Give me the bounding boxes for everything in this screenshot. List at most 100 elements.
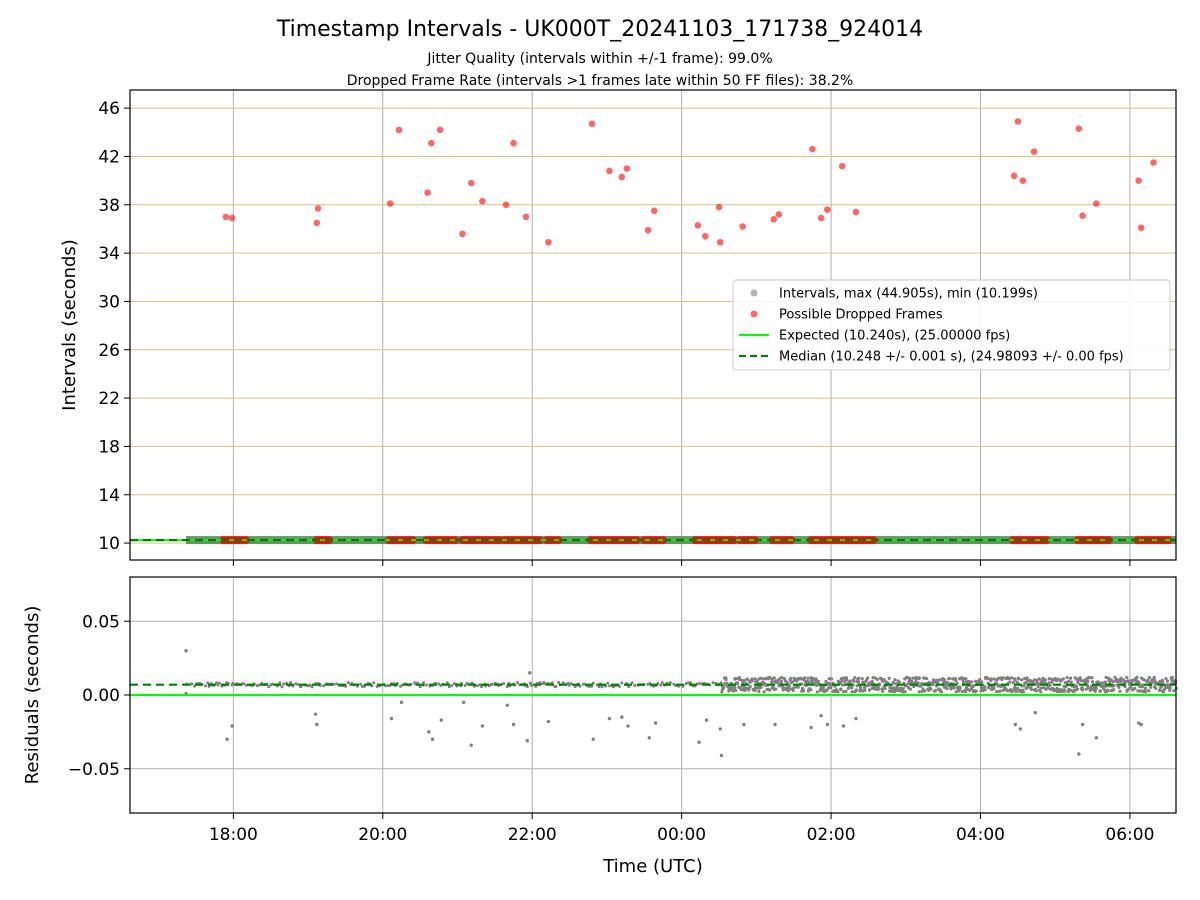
residual-point bbox=[1147, 675, 1151, 680]
residual-point bbox=[801, 687, 805, 692]
residual-point bbox=[525, 685, 529, 689]
residual-outlier-point bbox=[854, 716, 858, 721]
residual-point bbox=[217, 681, 221, 685]
residual-point bbox=[573, 685, 577, 689]
residual-point bbox=[895, 685, 899, 690]
residual-point bbox=[1042, 686, 1046, 690]
residual-point bbox=[795, 679, 799, 683]
dropped-frame-point bbox=[467, 179, 475, 187]
residual-point bbox=[721, 686, 726, 690]
residual-outlier-point bbox=[841, 724, 846, 728]
intervals-y-axis-label: Intervals (seconds) bbox=[59, 239, 80, 411]
residual-point bbox=[844, 689, 848, 693]
residual-point bbox=[876, 686, 880, 690]
residual-point bbox=[480, 685, 484, 689]
residual-point bbox=[974, 689, 978, 693]
residual-point bbox=[1111, 688, 1116, 692]
residual-point bbox=[516, 681, 520, 685]
residual-point bbox=[868, 681, 872, 685]
residual-point bbox=[753, 688, 757, 692]
residual-point bbox=[1118, 689, 1122, 693]
residual-point bbox=[863, 688, 867, 692]
residual-point bbox=[914, 676, 918, 680]
residual-point bbox=[733, 677, 737, 681]
residual-point bbox=[360, 684, 364, 688]
dropped-frame-point bbox=[824, 206, 831, 213]
residual-point bbox=[1141, 683, 1145, 687]
residual-point bbox=[1061, 688, 1065, 692]
residual-point bbox=[289, 680, 293, 684]
residual-point bbox=[944, 683, 948, 687]
residual-point bbox=[1059, 679, 1063, 683]
residual-point bbox=[915, 681, 919, 685]
residual-point bbox=[965, 680, 969, 684]
residual-point bbox=[1023, 681, 1028, 685]
residual-point bbox=[1149, 685, 1153, 689]
residual-point bbox=[791, 686, 795, 690]
dropped-frame-point bbox=[314, 205, 322, 212]
residual-point bbox=[1084, 681, 1089, 685]
residual-point bbox=[215, 681, 219, 685]
residual-point bbox=[1154, 686, 1158, 691]
residual-point bbox=[630, 681, 634, 685]
residual-point bbox=[1132, 687, 1136, 691]
residual-point bbox=[1094, 686, 1099, 690]
time-x-axis-label: Time (UTC) bbox=[602, 856, 703, 877]
residual-point bbox=[938, 678, 942, 682]
residual-point bbox=[689, 681, 693, 685]
residual-point bbox=[1024, 686, 1028, 691]
residual-point bbox=[757, 677, 761, 681]
residual-point bbox=[740, 678, 744, 682]
residual-point bbox=[1157, 688, 1162, 692]
residual-point bbox=[1036, 685, 1040, 689]
residual-point bbox=[490, 682, 494, 686]
residual-point bbox=[659, 683, 663, 687]
residual-point bbox=[1119, 676, 1123, 680]
residual-point bbox=[746, 688, 751, 692]
dropped-frame-point bbox=[428, 139, 435, 147]
dropped-frame-point bbox=[459, 230, 466, 238]
residual-point bbox=[964, 677, 968, 681]
residual-point bbox=[779, 675, 784, 680]
residual-point bbox=[1033, 687, 1038, 691]
dropped-frame-point bbox=[479, 197, 486, 205]
residual-point bbox=[765, 676, 769, 680]
residual-point bbox=[296, 682, 300, 686]
intervals-y-tick-label: 30 bbox=[98, 292, 120, 312]
residual-point bbox=[860, 676, 864, 681]
residual-point bbox=[928, 686, 932, 690]
residual-point bbox=[1020, 690, 1024, 694]
residual-point bbox=[1144, 686, 1148, 690]
residual-point bbox=[859, 685, 863, 689]
residual-point bbox=[909, 679, 914, 683]
residual-point bbox=[903, 690, 907, 694]
residual-point bbox=[1099, 681, 1103, 685]
residual-point bbox=[762, 690, 766, 694]
residual-point bbox=[807, 681, 811, 685]
residual-outlier-point bbox=[1094, 736, 1099, 740]
residual-point bbox=[864, 679, 868, 683]
residual-outlier-point bbox=[399, 700, 404, 705]
residual-point bbox=[1000, 677, 1004, 682]
residual-point bbox=[750, 677, 754, 681]
residual-point bbox=[753, 677, 757, 681]
residual-point bbox=[607, 684, 611, 688]
dropped-frame-point bbox=[1150, 159, 1157, 166]
residual-point bbox=[1142, 678, 1146, 682]
residual-point bbox=[747, 679, 751, 683]
time-x-tick-label: 18:00 bbox=[209, 825, 258, 845]
residual-point bbox=[816, 679, 820, 684]
dropped-frame-point bbox=[852, 208, 860, 216]
residual-point bbox=[190, 682, 194, 686]
dropped-frame-point bbox=[1014, 118, 1022, 125]
legend-entry-label: Intervals, max (44.905s), min (10.199s) bbox=[779, 287, 1038, 302]
residual-outlier-point bbox=[607, 716, 612, 721]
dropped-frame-point bbox=[1030, 148, 1038, 155]
residual-outlier-point bbox=[528, 671, 532, 675]
residual-point bbox=[829, 684, 833, 688]
residual-point bbox=[744, 686, 748, 690]
residual-point bbox=[1053, 678, 1057, 682]
residual-point bbox=[825, 688, 829, 693]
residual-point bbox=[748, 685, 752, 689]
residual-point bbox=[841, 690, 846, 694]
